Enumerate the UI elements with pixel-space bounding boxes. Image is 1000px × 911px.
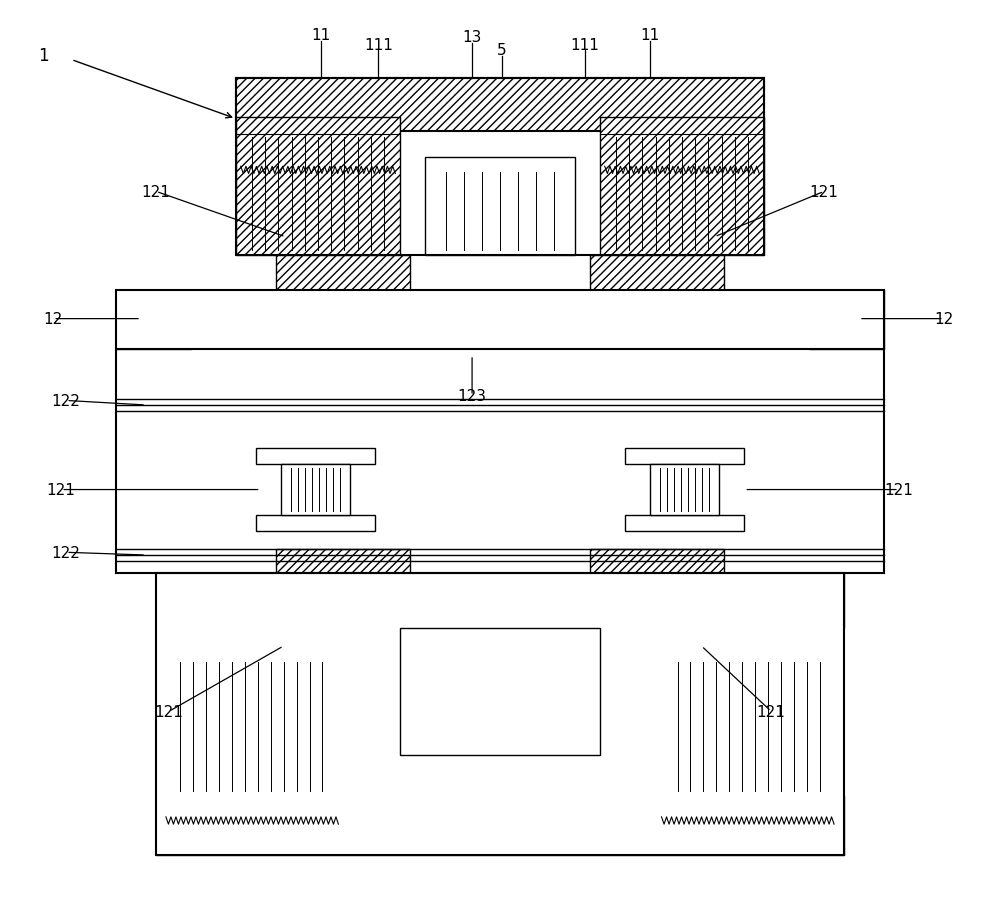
- Bar: [156, 574, 844, 855]
- Text: 12: 12: [44, 312, 63, 327]
- Bar: [276, 256, 410, 291]
- Bar: [116, 291, 191, 349]
- Bar: [600, 118, 764, 256]
- Text: 11: 11: [311, 28, 330, 44]
- Bar: [256, 448, 375, 464]
- Text: 111: 111: [570, 37, 599, 53]
- Text: 121: 121: [810, 185, 839, 200]
- Text: 1: 1: [38, 46, 49, 65]
- Text: 5: 5: [497, 43, 507, 58]
- Bar: [236, 78, 764, 132]
- Bar: [236, 78, 764, 256]
- Text: 111: 111: [364, 37, 393, 53]
- Bar: [400, 754, 600, 796]
- Bar: [662, 630, 836, 796]
- Bar: [156, 796, 844, 855]
- Text: 122: 122: [52, 545, 81, 560]
- Text: 13: 13: [462, 30, 482, 46]
- Bar: [281, 464, 350, 516]
- Bar: [625, 516, 744, 531]
- Bar: [590, 256, 724, 291]
- Text: 12: 12: [934, 312, 953, 327]
- Bar: [276, 549, 410, 574]
- Bar: [809, 291, 884, 349]
- Bar: [400, 628, 600, 754]
- Text: 11: 11: [640, 28, 659, 44]
- Text: 123: 123: [458, 389, 487, 404]
- Bar: [625, 448, 744, 464]
- Bar: [650, 464, 719, 516]
- Bar: [590, 549, 724, 574]
- Bar: [256, 516, 375, 531]
- Text: 121: 121: [47, 483, 76, 497]
- Bar: [236, 118, 400, 256]
- Text: 121: 121: [884, 483, 913, 497]
- Bar: [156, 574, 844, 628]
- Text: 122: 122: [52, 394, 81, 408]
- Bar: [164, 630, 338, 796]
- Bar: [116, 291, 884, 349]
- Bar: [425, 159, 575, 256]
- Text: 121: 121: [154, 704, 183, 719]
- Text: 121: 121: [757, 704, 786, 719]
- Text: 121: 121: [142, 185, 170, 200]
